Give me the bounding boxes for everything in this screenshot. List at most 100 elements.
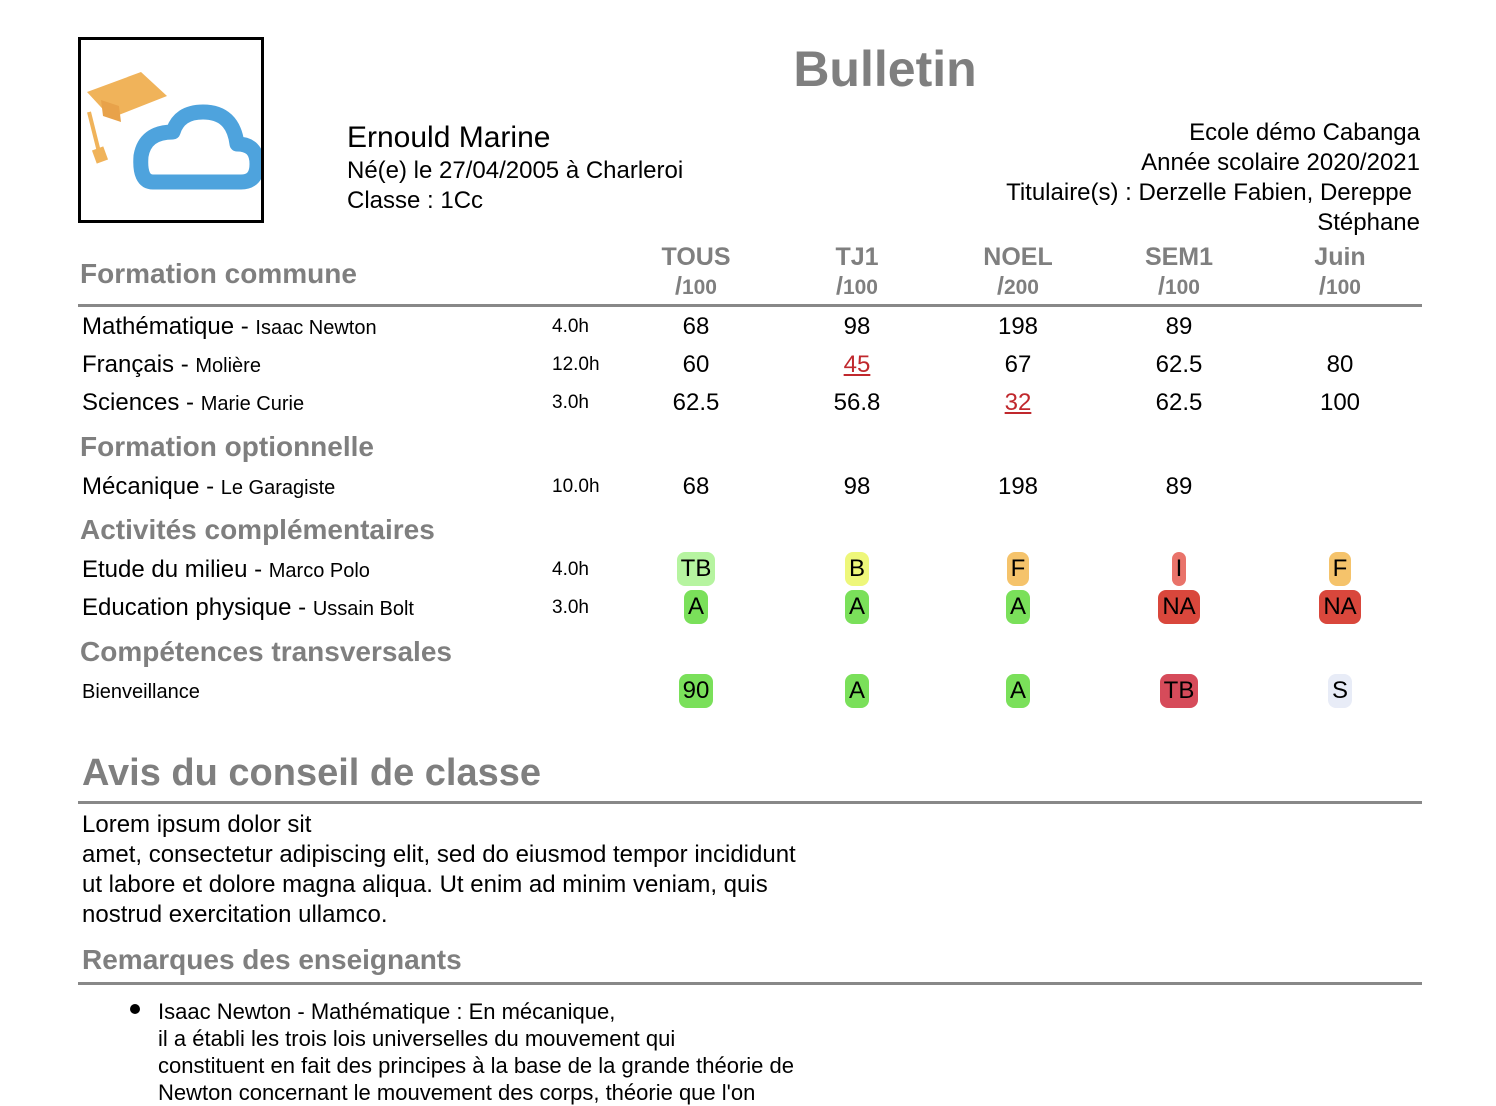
- period-header-tj1: TJ1 /100: [792, 242, 922, 302]
- remarque-item: Isaac Newton - Mathématique : En mécaniq…: [130, 998, 850, 1106]
- period-name: NOEL: [983, 243, 1053, 271]
- grade-cell-failing-link[interactable]: 32: [1004, 389, 1032, 416]
- grade-cell: F: [953, 552, 1083, 586]
- titulaires-line-2: Stéphane: [1317, 209, 1420, 236]
- grade-cell: A: [792, 590, 922, 624]
- conseil-text: Lorem ipsum dolor sit amet, consectetur …: [82, 810, 882, 930]
- student-class: Classe : 1Cc: [347, 187, 484, 214]
- remarques-heading: Remarques des enseignants: [82, 944, 462, 975]
- grade-cell: 68: [682, 313, 710, 340]
- grade-cell: F: [1275, 552, 1405, 586]
- period-max: /100: [836, 272, 878, 300]
- page-title: Bulletin: [793, 41, 977, 97]
- hours: 10.0h: [552, 476, 600, 497]
- hours: 4.0h: [552, 316, 589, 337]
- period-header-tous: TOUS /100: [631, 242, 761, 302]
- grade-badge: I: [1171, 552, 1187, 586]
- grade-badge: A: [844, 590, 869, 624]
- grade-cell: TB: [1114, 674, 1244, 708]
- grade-cell: NA: [1114, 590, 1244, 624]
- conseil-line: ut labore et dolore magna aliqua. Ut eni…: [82, 871, 768, 898]
- grade-badge: S: [1327, 674, 1352, 708]
- grade-badge: F: [1328, 552, 1352, 586]
- period-name: TJ1: [835, 243, 879, 271]
- grade-cell-failing-link[interactable]: 45: [843, 351, 871, 378]
- conseil-divider: [78, 801, 1422, 804]
- subject-bienveillance: Bienveillance: [82, 681, 200, 703]
- remarques-divider: [78, 982, 1422, 985]
- grade-cell: A: [953, 590, 1083, 624]
- section-formation-optionnelle: Formation optionnelle: [80, 431, 374, 462]
- grade-badge: 90: [678, 674, 714, 708]
- grade-cell: 100: [1319, 389, 1361, 416]
- grade-badge: F: [1006, 552, 1030, 586]
- grade-cell: 98: [843, 473, 871, 500]
- period-max: /200: [997, 272, 1039, 300]
- grade-badge: A: [1005, 674, 1030, 708]
- period-max: /100: [675, 272, 717, 300]
- grade-cell: 56.8: [833, 389, 881, 416]
- school-info: Ecole démo Cabanga Année scolaire 2020/2…: [900, 118, 1420, 238]
- subject-sciences: Sciences - Marie Curie: [82, 389, 305, 416]
- conseil-line: Lorem ipsum dolor sit: [82, 811, 312, 838]
- grade-badge: A: [844, 674, 869, 708]
- grade-cell: NA: [1275, 590, 1405, 624]
- period-name: TOUS: [661, 243, 731, 271]
- grade-cell: 67: [1004, 351, 1032, 378]
- grade-cell: 80: [1326, 351, 1354, 378]
- grade-cell: B: [792, 552, 922, 586]
- grade-badge: A: [1005, 590, 1030, 624]
- grade-cell: 198: [997, 473, 1039, 500]
- period-header-noel: NOEL /200: [953, 242, 1083, 302]
- grade-badge: NA: [1319, 590, 1361, 624]
- grade-cell: 62.5: [1155, 351, 1203, 378]
- hours: 3.0h: [552, 392, 589, 413]
- period-name: SEM1: [1144, 243, 1214, 271]
- grade-badge: TB: [1159, 674, 1199, 708]
- section-formation-commune: Formation commune: [80, 258, 357, 289]
- period-max: /100: [1158, 272, 1200, 300]
- subject-education-physique: Education physique - Ussain Bolt: [82, 594, 414, 621]
- student-info: Ernould Marine Né(e) le 27/04/2005 à Cha…: [347, 120, 683, 216]
- school-name: Ecole démo Cabanga: [1189, 119, 1420, 146]
- grade-badge: NA: [1158, 590, 1200, 624]
- grade-cell: A: [631, 590, 761, 624]
- conseil-line: amet, consectetur adipiscing elit, sed d…: [82, 841, 796, 868]
- grade-badge: B: [844, 552, 869, 586]
- student-birth: Né(e) le 27/04/2005 à Charleroi: [347, 157, 684, 184]
- period-header-sem1: SEM1 /100: [1114, 242, 1244, 302]
- grade-cell: 198: [997, 313, 1039, 340]
- school-logo: [78, 37, 265, 223]
- header-divider: [78, 304, 1422, 307]
- hours: 4.0h: [552, 559, 589, 580]
- grade-cell: 62.5: [672, 389, 720, 416]
- grade-badge: A: [683, 590, 708, 624]
- remarque-text: Isaac Newton - Mathématique : En mécaniq…: [158, 999, 794, 1105]
- school-year: Année scolaire 2020/2021: [1141, 149, 1420, 176]
- graduation-cloud-icon: [87, 72, 265, 190]
- grade-cell: 89: [1165, 473, 1193, 500]
- grade-cell: 62.5: [1155, 389, 1203, 416]
- grade-cell: 90: [631, 674, 761, 708]
- section-activites-complementaires: Activités complémentaires: [80, 514, 435, 545]
- grade-cell: 60: [682, 351, 710, 378]
- conseil-line: nostrud exercitation ullamco.: [82, 901, 388, 928]
- subject-mecanique: Mécanique - Le Garagiste: [82, 473, 336, 500]
- conseil-heading: Avis du conseil de classe: [82, 752, 542, 794]
- subject-francais: Français - Molière: [82, 351, 261, 378]
- grade-cell: I: [1114, 552, 1244, 586]
- grade-cell: S: [1275, 674, 1405, 708]
- grade-cell: A: [953, 674, 1083, 708]
- grade-badge: TB: [676, 552, 716, 586]
- titulaires-line-1: Titulaire(s) : Derzelle Fabien, Dereppe: [1006, 179, 1412, 206]
- bullet-icon: [130, 1004, 140, 1014]
- period-header-juin: Juin /100: [1275, 242, 1405, 302]
- grade-cell: 89: [1165, 313, 1193, 340]
- grade-cell: A: [792, 674, 922, 708]
- grade-cell: 98: [843, 313, 871, 340]
- hours: 3.0h: [552, 597, 589, 618]
- period-max: /100: [1319, 272, 1361, 300]
- section-competences-transversales: Compétences transversales: [80, 636, 452, 667]
- subject-mathematique: Mathématique - Isaac Newton: [82, 313, 377, 340]
- grade-cell: 68: [682, 473, 710, 500]
